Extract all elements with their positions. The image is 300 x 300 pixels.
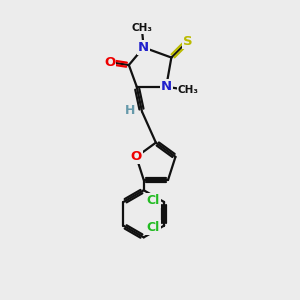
Text: O: O (131, 150, 142, 164)
Text: N: N (161, 80, 172, 93)
Text: CH₃: CH₃ (178, 85, 199, 94)
Text: CH₃: CH₃ (132, 23, 153, 33)
Text: N: N (138, 41, 149, 54)
Text: Cl: Cl (146, 220, 160, 234)
Text: S: S (183, 35, 192, 48)
Text: Cl: Cl (146, 194, 160, 207)
Text: O: O (104, 56, 115, 69)
Text: H: H (124, 104, 135, 117)
